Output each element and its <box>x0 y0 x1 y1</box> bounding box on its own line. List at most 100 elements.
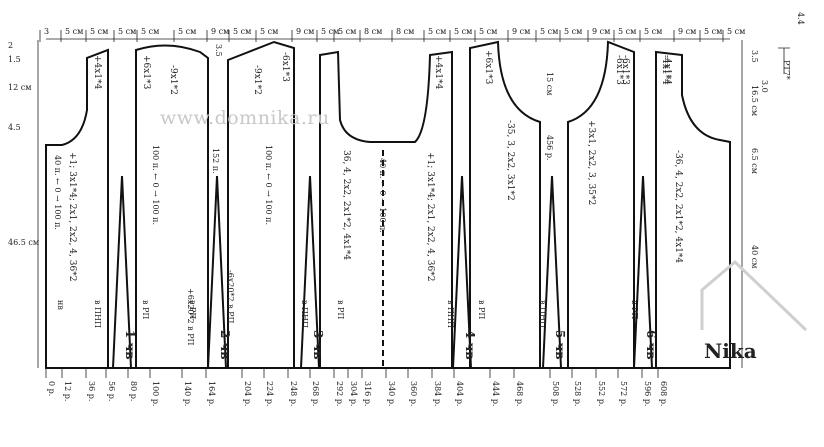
left-front-sleeve-outline <box>227 40 295 368</box>
front-panel-outline <box>319 50 453 368</box>
side-label-4: в РП <box>188 300 197 319</box>
bottom-tick-label-14: 304 р. <box>349 381 358 406</box>
corner-bottom-value: 3.0 <box>760 80 769 93</box>
left-height-5: 46.5 см <box>8 238 39 247</box>
top-width-18: 9 см <box>512 27 530 36</box>
bottom-tick-label-5: 80 р. <box>129 381 138 401</box>
top-width-14: 8 см <box>396 27 414 36</box>
top-width-8: 5 см <box>233 27 251 36</box>
bottom-tick-label-8: 164 р. <box>207 381 216 406</box>
wedge-1 <box>112 175 132 369</box>
sleeve-rule-10: -6x1*3 <box>620 55 630 85</box>
bottom-tick-label-11: 248 р. <box>289 381 298 406</box>
bottom-tick-label-16: 340 р. <box>387 381 396 406</box>
top-width-21: 9 см <box>592 27 610 36</box>
top-width-15: 5 см <box>428 27 446 36</box>
sleeve-rule-3: -9x1*2 <box>168 65 178 95</box>
side-label-8: в РП <box>477 300 486 319</box>
side-label-5: в ПНП <box>300 300 309 328</box>
right-front-outline <box>469 40 541 368</box>
right-height-1: 3.5 <box>750 50 759 63</box>
left-sleeve-outline <box>135 44 209 368</box>
sleeve-rule-1: +4x1*4 <box>92 55 102 90</box>
sleeve-rule-6: -6x1*3 <box>614 55 624 85</box>
bottom-tick-label-24: 552 р. <box>597 381 606 406</box>
bottom-tick-label-4: 56 р. <box>107 381 116 401</box>
side-label-9: в ПНП <box>538 300 547 328</box>
corner-top-value: 4.4 <box>796 12 805 25</box>
watermark: www.domnika.ru <box>160 107 330 129</box>
wedge-label-1: 1 чв <box>123 330 137 360</box>
top-width-19: 5 см <box>540 27 558 36</box>
side-label-3: в РП <box>141 300 150 319</box>
side-label-1: нв <box>56 300 65 310</box>
wedge-2 <box>207 175 227 369</box>
right-sleeve-outline <box>567 40 635 368</box>
top-width-3: 5 см <box>90 27 108 36</box>
logo-text: Nika <box>704 339 757 363</box>
wedge-label-2: 2 чв <box>218 330 232 360</box>
wedge-label-5: 5 чв <box>553 330 567 360</box>
stitch-note-2: 100 п. ← 0 → 100 п. <box>151 145 160 225</box>
side-label-7: в ПНП <box>446 300 455 328</box>
bottom-tick-label-19: 404 р. <box>455 381 464 406</box>
right-height-3: 6.5 см <box>750 148 759 174</box>
bottom-tick-label-15: 316 р. <box>363 381 372 406</box>
side-label-2: в ПНП <box>93 300 102 328</box>
bottom-tick-label-9: 204 р. <box>243 381 252 406</box>
sleeve-rule-7: -4x1*4 <box>660 55 670 85</box>
corner-arrow <box>778 47 790 74</box>
logo-house-outline <box>700 259 808 332</box>
stitch-note-5: 40 п. ← 0 → 100 п. <box>378 158 387 233</box>
right-panel-outline <box>655 50 731 369</box>
left-height-1: 2 <box>8 41 13 50</box>
stitch-note-1: 40 п. ← 0 → 100 п. <box>53 155 62 230</box>
inner-height-3-5: 3.5 <box>214 44 223 57</box>
bottom-tick-label-1: 0 р. <box>47 381 56 396</box>
top-width-11: 5 см <box>321 27 339 36</box>
right-height-2: 16.5 см <box>750 85 759 116</box>
bottom-tick-label-3: 36 р. <box>87 381 96 401</box>
top-width-2: 5 см <box>65 27 83 36</box>
inner-height-15cm: 15 см <box>545 72 554 95</box>
wedge-label-6: 6 чв <box>644 330 658 360</box>
dart-note-2: -6x20*2 в РП <box>226 270 235 324</box>
bottom-tick-label-7: 140 р. <box>183 381 192 406</box>
top-width-17: 5 см <box>479 27 497 36</box>
top-width-12: 5 см <box>338 27 356 36</box>
bottom-tick-label-10: 224 р. <box>265 381 274 406</box>
top-width-7: 9 см <box>211 27 229 36</box>
top-width-1: 3 <box>44 27 49 36</box>
bottom-tick-label-17: 360 р. <box>409 381 418 406</box>
bottom-tick-label-13: 292 р. <box>335 381 344 406</box>
bottom-tick-label-21: 468 р. <box>515 381 524 406</box>
dart-note-1: +6x20*2 в РП <box>186 288 195 346</box>
long-rule-6: -36, 4, 2x2, 2x1*2, 4x1*4 <box>673 150 683 263</box>
top-width-10: 9 см <box>296 27 314 36</box>
top-width-25: 5 см <box>704 27 722 36</box>
wedge-5 <box>542 175 562 369</box>
left-height-4: 4.5 <box>8 123 21 132</box>
stitch-note-4: 100 п. ← 0 → 100 п. <box>264 145 273 225</box>
back-panel-outline <box>45 48 109 369</box>
sleeve-rule-4: -6x1*3 <box>280 52 290 82</box>
long-rule-1: +1; 3x1*4; 2x1, 2x2, 4, 36*2 <box>67 152 77 281</box>
bottom-tick-label-23: 528 р. <box>573 381 582 406</box>
wedge-label-4: 4 чв <box>463 330 477 360</box>
top-width-22: 5 см <box>618 27 636 36</box>
top-width-24: 9 см <box>678 27 696 36</box>
long-rule-4: -35, 3, 2x2, 3x1*2 <box>505 120 515 201</box>
top-width-23: 5 см <box>644 27 662 36</box>
bottom-tick-label-25: 572 р. <box>619 381 628 406</box>
top-width-9: 5 см <box>260 27 278 36</box>
top-width-13: 8 см <box>364 27 382 36</box>
long-rule-3: +1; 3x1*4; 2x1, 2x2, 4, 36*2 <box>425 152 435 281</box>
bottom-tick-label-26: 596 р. <box>643 381 652 406</box>
bottom-tick-label-12: 268 р. <box>311 381 320 406</box>
stitch-note-6: 456 р. <box>545 135 554 160</box>
bottom-tick-label-22: 508 р. <box>551 381 560 406</box>
side-label-6: в РП <box>336 300 345 319</box>
bottom-tick-label-27: 608 р. <box>659 381 668 406</box>
sleeve-rule-11: -4x1*4 <box>662 55 672 85</box>
